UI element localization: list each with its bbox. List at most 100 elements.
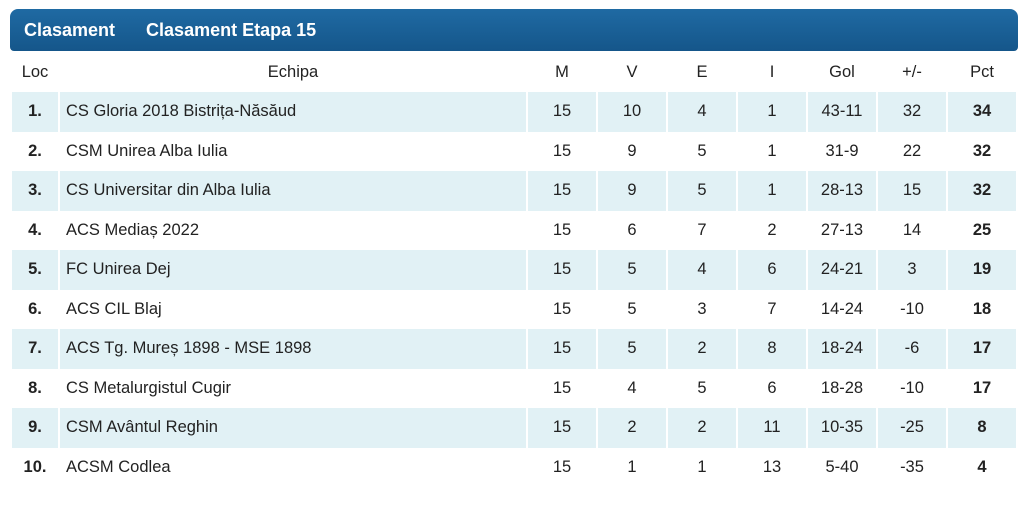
- cell-points: 25: [972, 220, 992, 239]
- cell-position: 8.: [28, 378, 42, 397]
- cell-goals: 14-24: [820, 299, 864, 318]
- cell-goal-difference: 3: [878, 250, 946, 290]
- cell-position: 4.: [28, 220, 42, 239]
- cell-goal-difference: 22: [902, 141, 922, 160]
- cell-team-name: ACS Tg. Mureș 1898 - MSE 1898: [60, 329, 526, 369]
- cell-position: 2.: [28, 141, 42, 160]
- cell-losses: 6: [738, 250, 806, 290]
- cell-draws: 5: [697, 141, 707, 160]
- standings-table: Loc Echipa M V E I Gol +/- Pct 1. CS Glor…: [10, 52, 1018, 487]
- table-header-row: Loc Echipa M V E I Gol +/- Pct: [12, 52, 1016, 92]
- table-row[interactable]: 7. ACS Tg. Mureș 1898 - MSE 1898 15 5 2 8 18-2…: [12, 329, 1016, 369]
- column-header-e: E: [696, 62, 708, 81]
- cell-goal-difference: -6: [878, 329, 946, 369]
- cell-points: 32: [972, 141, 992, 160]
- cell-goal-difference: 32: [878, 92, 946, 132]
- cell-played: 15: [528, 92, 596, 132]
- cell-position: 3.: [12, 171, 58, 211]
- cell-points: 32: [948, 171, 1016, 211]
- cell-losses: 13: [762, 457, 782, 476]
- cell-team-name: CS Metalurgistul Cugir: [66, 378, 232, 397]
- cell-draws: 7: [697, 220, 707, 239]
- cell-team-name: CS Gloria 2018 Bistrița-Năsăud: [60, 92, 526, 132]
- cell-team-name: ACSM Codlea: [66, 457, 171, 476]
- cell-wins: 2: [598, 408, 666, 448]
- cell-losses: 8: [738, 329, 806, 369]
- column-header-pct: Pct: [970, 62, 994, 81]
- cell-team-name: ACS CIL Blaj: [66, 299, 162, 318]
- cell-points: 8: [948, 408, 1016, 448]
- column-header-m: M: [555, 62, 569, 81]
- table-row[interactable]: 4. ACS Mediaș 2022 15 6 7 2 27-13 14 25: [12, 211, 1016, 251]
- cell-points: 17: [948, 329, 1016, 369]
- cell-goals: 18-28: [820, 378, 864, 397]
- cell-points: 17: [972, 378, 992, 397]
- cell-goals: 5-40: [825, 457, 859, 476]
- cell-team-name: CSM Unirea Alba Iulia: [66, 141, 228, 160]
- cell-position: 5.: [12, 250, 58, 290]
- cell-position: 6.: [28, 299, 42, 318]
- cell-goal-difference: -10: [900, 378, 924, 397]
- cell-goals: 28-13: [808, 171, 876, 211]
- table-row[interactable]: 10. ACSM Codlea 15 1 1 13 5-40 -35 4: [12, 448, 1016, 488]
- cell-team-name: CSM Avântul Reghin: [60, 408, 526, 448]
- cell-draws: 5: [668, 171, 736, 211]
- cell-played: 15: [552, 141, 572, 160]
- cell-losses: 2: [767, 220, 777, 239]
- cell-wins: 5: [627, 299, 637, 318]
- cell-draws: 1: [697, 457, 707, 476]
- column-header-echipa: Echipa: [267, 62, 319, 81]
- cell-draws: 2: [668, 408, 736, 448]
- cell-draws: 4: [668, 250, 736, 290]
- cell-wins: 9: [598, 171, 666, 211]
- cell-goals: 10-35: [808, 408, 876, 448]
- column-header-v: V: [626, 62, 638, 81]
- cell-goals: 18-24: [808, 329, 876, 369]
- cell-points: 34: [948, 92, 1016, 132]
- cell-position: 7.: [12, 329, 58, 369]
- cell-wins: 9: [627, 141, 637, 160]
- cell-losses: 6: [767, 378, 777, 397]
- column-header-gol: Gol: [829, 62, 855, 81]
- cell-team-name: ACS Mediaș 2022: [66, 220, 199, 239]
- cell-played: 15: [552, 299, 572, 318]
- table-row[interactable]: 6. ACS CIL Blaj 15 5 3 7 14-24 -10 18: [12, 290, 1016, 330]
- cell-goals: 43-11: [808, 92, 876, 132]
- cell-draws: 2: [668, 329, 736, 369]
- table-row[interactable]: 8. CS Metalurgistul Cugir 15 4 5 6 18-28 -10 17: [12, 369, 1016, 409]
- cell-played: 15: [528, 408, 596, 448]
- cell-points: 18: [972, 299, 992, 318]
- cell-played: 15: [528, 329, 596, 369]
- column-header-loc: Loc: [21, 62, 49, 81]
- cell-wins: 6: [627, 220, 637, 239]
- cell-goal-difference: 15: [878, 171, 946, 211]
- cell-wins: 5: [598, 250, 666, 290]
- cell-draws: 5: [697, 378, 707, 397]
- cell-team-name: FC Unirea Dej: [60, 250, 526, 290]
- table-row[interactable]: 2. CSM Unirea Alba Iulia 15 9 5 1 31-9 22 32: [12, 132, 1016, 172]
- cell-goal-difference: -25: [878, 408, 946, 448]
- cell-goal-difference: 14: [902, 220, 922, 239]
- table-row[interactable]: 5. FC Unirea Dej 15 5 4 6 24-21 3 19: [12, 250, 1016, 290]
- cell-goal-difference: -10: [900, 299, 924, 318]
- table-row[interactable]: 3. CS Universitar din Alba Iulia 15 9 5 1 28-1…: [12, 171, 1016, 211]
- cell-team-name: CS Universitar din Alba Iulia: [60, 171, 526, 211]
- cell-played: 15: [528, 250, 596, 290]
- cell-position: 10.: [23, 457, 47, 476]
- tab-clasament[interactable]: Clasament: [24, 19, 116, 40]
- cell-points: 4: [977, 457, 987, 476]
- cell-draws: 3: [697, 299, 707, 318]
- cell-played: 15: [552, 457, 572, 476]
- column-header-diff: +/-: [902, 62, 922, 81]
- cell-draws: 4: [668, 92, 736, 132]
- tab-clasament-etapa[interactable]: Clasament Etapa 15: [146, 19, 317, 40]
- cell-position: 1.: [12, 92, 58, 132]
- cell-played: 15: [552, 220, 572, 239]
- cell-wins: 5: [598, 329, 666, 369]
- table-row[interactable]: 1. CS Gloria 2018 Bistrița-Năsăud 15 10 4 1 43…: [12, 92, 1016, 132]
- cell-losses: 1: [738, 171, 806, 211]
- column-header-i: I: [769, 62, 775, 81]
- table-row[interactable]: 9. CSM Avântul Reghin 15 2 2 11 10-35 -25 8: [12, 408, 1016, 448]
- cell-points: 19: [948, 250, 1016, 290]
- cell-played: 15: [528, 171, 596, 211]
